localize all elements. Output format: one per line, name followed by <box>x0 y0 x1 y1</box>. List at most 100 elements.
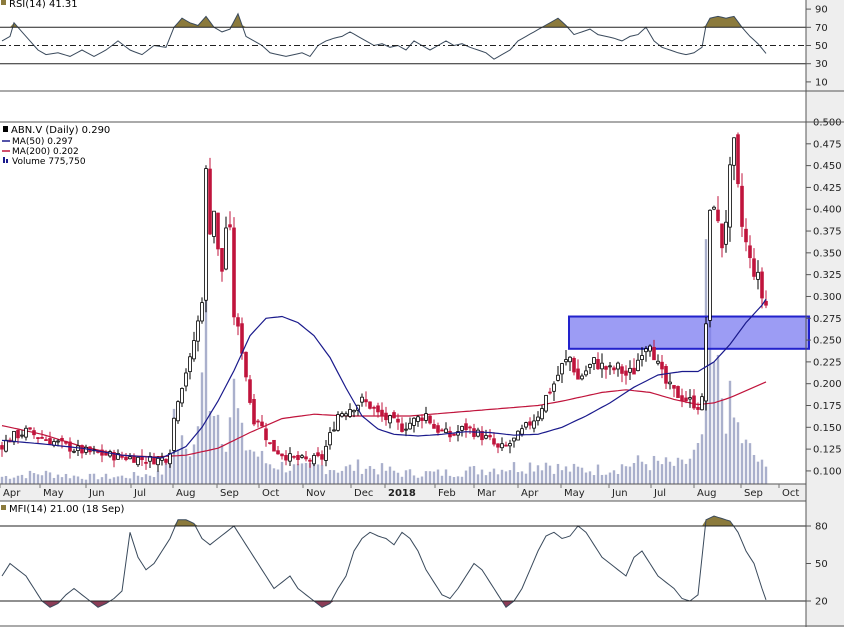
volume-bar <box>516 472 520 484</box>
candle-body <box>128 456 132 460</box>
candle-body <box>208 168 212 235</box>
price-tick-label: 0.500 <box>813 118 842 129</box>
x-axis-label: Aug <box>697 488 717 499</box>
volume-bar <box>500 469 504 484</box>
volume-bar <box>52 477 56 484</box>
volume-bar <box>96 479 100 484</box>
volume-bar <box>444 469 448 484</box>
candle-body <box>604 366 608 370</box>
volume-bar <box>268 464 272 484</box>
volume-bar <box>132 472 136 484</box>
volume-bar <box>380 463 384 484</box>
volume-bar <box>412 475 416 484</box>
price-tick-label: 0.300 <box>813 292 842 303</box>
volume-bar <box>372 468 376 484</box>
x-axis: Apr May Jun Jul Aug Sep Oct Nov Dec 2018 Feb Mar Apr… <box>0 483 806 502</box>
volume-bar <box>104 473 108 484</box>
volume-bar <box>440 475 444 484</box>
candle-body <box>484 435 488 439</box>
volume-bar <box>552 473 556 484</box>
volume-bar <box>596 464 600 484</box>
volume-bar <box>732 417 736 484</box>
volume-bar <box>48 472 52 484</box>
volume-bar <box>532 471 536 484</box>
candle-body <box>748 245 752 259</box>
rsi-tick-label: 30 <box>815 59 828 70</box>
volume-bar <box>672 465 676 484</box>
volume-bar <box>144 474 148 484</box>
candle-body <box>464 423 468 431</box>
candle-body <box>104 452 108 456</box>
volume-bar <box>424 471 428 484</box>
volume-bar <box>28 470 32 484</box>
volume-bar <box>592 475 596 484</box>
volume-bar <box>308 462 312 484</box>
rsi-tick-label: 90 <box>815 5 828 16</box>
volume-bar <box>92 473 96 484</box>
volume-bar <box>736 422 740 484</box>
candle-body <box>620 366 624 374</box>
candle-body <box>136 456 140 466</box>
volume-bar <box>276 469 280 484</box>
candle-body <box>300 455 304 458</box>
volume-bar <box>128 478 132 484</box>
volume-bar <box>676 457 680 484</box>
candle-body <box>512 437 516 442</box>
candle-body <box>616 362 620 370</box>
candle-body <box>596 359 600 370</box>
candle-body <box>488 435 492 438</box>
x-axis-label: Oct <box>782 488 799 499</box>
volume-bar <box>260 450 264 484</box>
x-axis-label: Apr <box>521 488 539 499</box>
volume-bar <box>336 472 340 484</box>
candle-body <box>388 415 392 424</box>
candle-body <box>528 421 532 426</box>
price-tick-label: 0.425 <box>813 183 842 194</box>
volume-bar <box>716 354 720 484</box>
mfi-legend-swatch <box>1 505 6 510</box>
volume-bar <box>436 469 440 484</box>
volume-bar <box>384 470 388 484</box>
volume-bar <box>208 410 212 484</box>
candle-body <box>228 224 232 228</box>
volume-bar <box>316 464 320 484</box>
candle-body <box>132 456 136 463</box>
volume-bar <box>752 454 756 484</box>
volume-bar <box>508 470 512 484</box>
volume-bar <box>580 467 584 484</box>
volume-bar <box>280 461 284 484</box>
x-axis-label: Jun <box>88 488 105 499</box>
volume-bar <box>84 479 88 484</box>
volume-bar <box>168 459 172 484</box>
candle-body <box>40 437 44 439</box>
candle-body <box>24 427 28 438</box>
volume-bar <box>224 451 228 484</box>
candle-body <box>212 210 216 237</box>
volume-bar <box>536 465 540 484</box>
candle-body <box>732 137 736 166</box>
candle-body <box>180 388 184 404</box>
rsi-tick-label: 50 <box>815 41 828 52</box>
volume-bar <box>472 465 476 484</box>
candle-body <box>328 432 332 446</box>
volume-bar <box>688 458 692 484</box>
candle-body <box>648 345 652 352</box>
candle-body <box>312 455 316 465</box>
volume-bar <box>556 463 560 484</box>
candle-body <box>612 367 616 371</box>
candle-body <box>592 357 596 364</box>
candle-body <box>184 372 188 387</box>
volume-bar <box>352 470 356 484</box>
volume-bar <box>100 477 104 484</box>
volume-bar <box>572 463 576 484</box>
price-tick-label: 0.100 <box>813 466 842 477</box>
price-tick-label: 0.200 <box>813 379 842 390</box>
volume-bar <box>696 442 700 484</box>
volume-bar <box>708 249 712 484</box>
mfi-panel: 80 50 20 MFI(14) 21.00 (18 Sep) <box>0 504 828 609</box>
volume-bar <box>756 461 760 484</box>
volume-bar <box>660 464 664 484</box>
volume-bar <box>220 444 224 484</box>
volume-bar <box>528 462 532 484</box>
